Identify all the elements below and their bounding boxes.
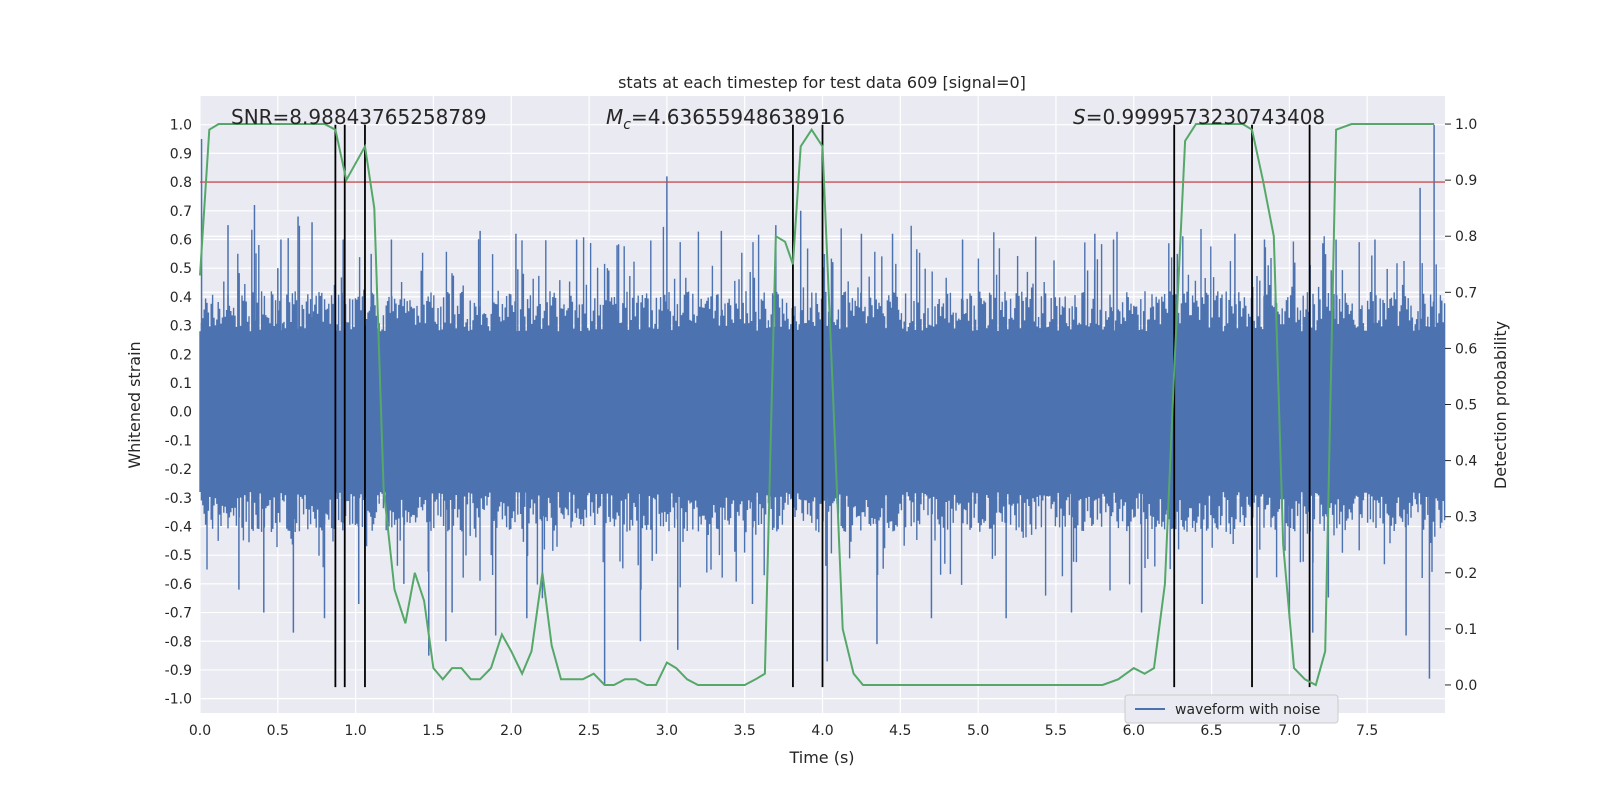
x-tick-label: 6.0 xyxy=(1123,723,1145,739)
x-axis-label: Time (s) xyxy=(788,748,854,767)
x-tick-label: 7.0 xyxy=(1278,723,1300,739)
x-tick-label: 3.0 xyxy=(656,723,678,739)
x-tick-label: 3.5 xyxy=(734,723,756,739)
chart-title: stats at each timestep for test data 609… xyxy=(618,73,1026,92)
s-symbol: S xyxy=(1073,105,1086,129)
y-tick-label: 0.0 xyxy=(170,405,192,421)
x-tick-label: 6.5 xyxy=(1200,723,1222,739)
mc-value: =4.63655948638916 xyxy=(631,105,845,129)
y-tick-label: -0.2 xyxy=(165,462,192,478)
y-tick-label: 0.5 xyxy=(170,261,192,277)
y-tick-label: 0.9 xyxy=(170,146,192,162)
y2-tick-label: 0.7 xyxy=(1455,285,1477,301)
y-tick-label: -0.8 xyxy=(165,634,192,650)
legend: waveform with noise xyxy=(1124,694,1339,724)
vertical-markers xyxy=(334,124,1311,688)
y-tick-label: 0.7 xyxy=(170,204,192,220)
y-tick-label: 0.1 xyxy=(170,376,192,392)
y-tick-label: -0.1 xyxy=(165,433,192,449)
mc-symbol: M xyxy=(606,105,623,129)
y2-tick-label: 0.5 xyxy=(1455,398,1477,414)
x-tick-label: 1.5 xyxy=(422,723,444,739)
y2-tick-label: 1.0 xyxy=(1455,117,1477,133)
y-tick-label: -0.7 xyxy=(165,606,192,622)
probability-line xyxy=(199,123,1435,687)
y-axis-label: Whitened strain xyxy=(125,341,144,468)
s-value: =0.9999573230743408 xyxy=(1086,105,1325,129)
y-tick-label: -0.6 xyxy=(165,577,192,593)
y2-tick-label: 0.1 xyxy=(1455,622,1477,638)
y2-tick-label: 0.8 xyxy=(1455,229,1477,245)
snr-annotation: SNR=8.98843765258789 xyxy=(231,105,487,129)
s-annotation: S=0.9999573230743408 xyxy=(1073,105,1325,129)
y-tick-label: -0.5 xyxy=(165,548,192,564)
x-tick-label: 1.0 xyxy=(344,723,366,739)
y-tick-label: -0.3 xyxy=(165,491,192,507)
legend-label: waveform with noise xyxy=(1175,702,1320,718)
x-tick-label: 0.5 xyxy=(267,723,289,739)
probability-series xyxy=(199,123,1435,687)
y2-tick-labels: 1.0 0.9 0.8 0.7 0.6 0.5 0.4 0.3 0.2 0.1 0.0 xyxy=(1445,117,1477,694)
y2-tick-label: 0.9 xyxy=(1455,173,1477,189)
y-tick-label: -0.4 xyxy=(165,519,192,535)
x-tick-label: 2.5 xyxy=(578,723,600,739)
y2-tick-label: 0.3 xyxy=(1455,510,1477,526)
legend-box xyxy=(1124,694,1339,724)
y2-tick-label: 0.2 xyxy=(1455,566,1477,582)
x-tick-label: 5.5 xyxy=(1045,723,1067,739)
y2-tick-label: 0.6 xyxy=(1455,341,1477,357)
x-tick-label: 7.5 xyxy=(1356,723,1378,739)
y-tick-label: 0.3 xyxy=(170,319,192,335)
y-tick-label: 0.6 xyxy=(170,232,192,248)
y2-tick-label: 0.0 xyxy=(1455,678,1477,694)
x-tick-label: 4.0 xyxy=(811,723,833,739)
x-tick-label: 5.0 xyxy=(967,723,989,739)
x-tick-label: 2.0 xyxy=(500,723,522,739)
mc-annotation: Mc=4.63655948638916 xyxy=(606,105,845,133)
x-tick-labels: 0.0 0.5 1.0 1.5 2.0 2.5 3.0 3.5 4.0 4.5 5.0 5.5 6.0 6… xyxy=(189,723,1378,739)
y-tick-label: 0.8 xyxy=(170,175,192,191)
y-tick-label: 0.4 xyxy=(170,290,192,306)
mc-subscript: c xyxy=(623,117,631,133)
y-tick-label: -0.9 xyxy=(165,663,192,679)
x-tick-label: 0.0 xyxy=(189,723,211,739)
y-tick-label: -1.0 xyxy=(165,692,192,708)
y2-axis-label: Detection probability xyxy=(1491,321,1510,489)
y-tick-labels: 1.0 0.9 0.8 0.7 0.6 0.5 0.4 0.3 0.2 0.1 0.0 -0.1 -0.… xyxy=(165,118,192,708)
x-tick-label: 4.5 xyxy=(889,723,911,739)
y2-tick-label: 0.4 xyxy=(1455,454,1477,470)
y-tick-label: 0.2 xyxy=(170,347,192,363)
y-tick-label: 1.0 xyxy=(170,118,192,134)
